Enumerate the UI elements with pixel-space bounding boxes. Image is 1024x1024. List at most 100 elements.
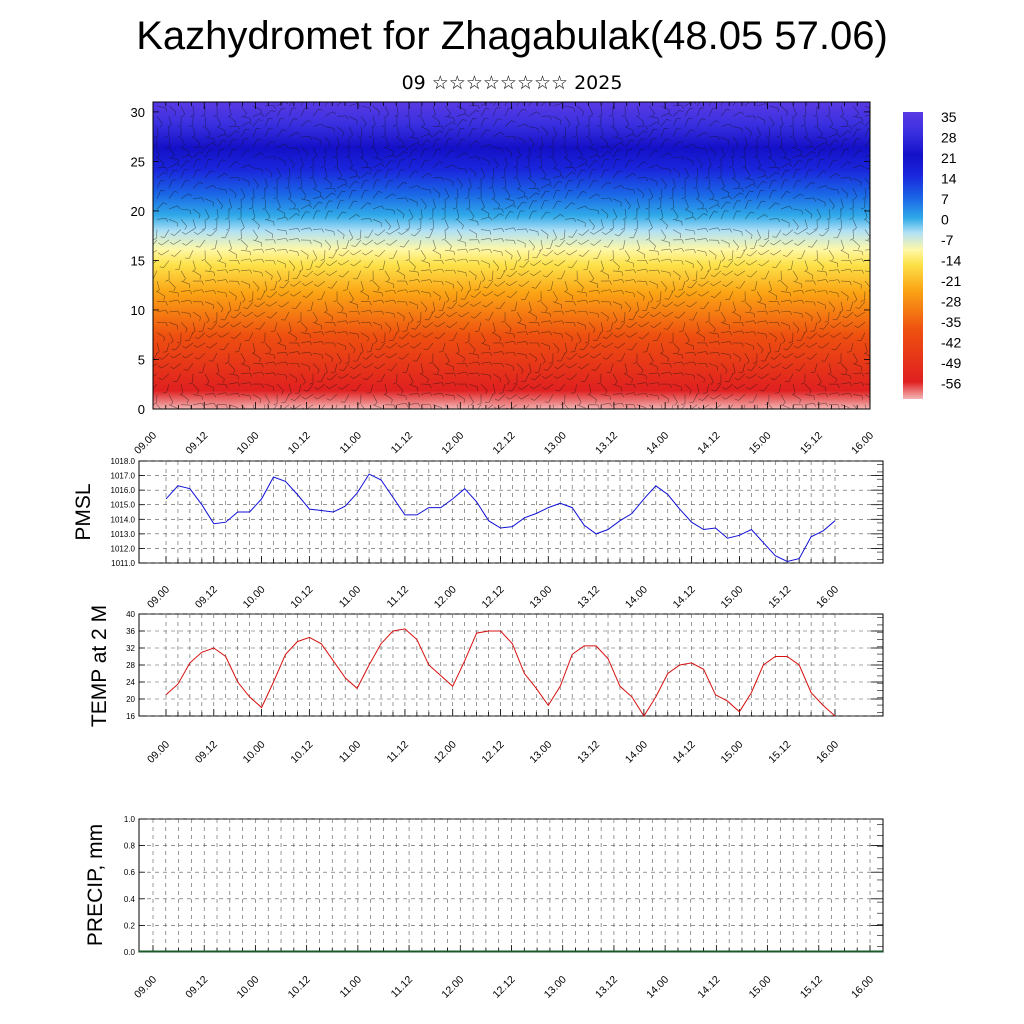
pmsl-x-tick-label: 10.12 xyxy=(288,584,315,611)
warm-surface-area xyxy=(368,316,455,409)
pmsl-x-tick-label: 09.12 xyxy=(193,584,220,611)
pmsl-y-tick-label: 1014.0 xyxy=(111,515,136,524)
heatmap-x-tick-label: 14.12 xyxy=(695,430,722,457)
colorbar-label: -14 xyxy=(941,253,961,269)
precip-x-tick-label: 10.12 xyxy=(286,974,313,1001)
colorbar-label: -49 xyxy=(941,355,961,371)
heatmap-x-tick-label: 13.12 xyxy=(593,430,620,457)
precip-x-tick-label: 13.00 xyxy=(542,974,569,1001)
pmsl-x-tick-label: 15.12 xyxy=(766,584,793,611)
colorbar-label: 21 xyxy=(941,150,957,166)
pmsl-x-tick-label: 15.00 xyxy=(718,584,745,611)
heatmap-y-tick-label: 15 xyxy=(131,253,145,268)
temp-x-tick-label: 16.00 xyxy=(814,739,841,766)
precip-x-tick-label: 12.00 xyxy=(439,974,466,1001)
precip-y-tick-label: 0.0 xyxy=(124,948,136,957)
pmsl-x-tick-label: 12.00 xyxy=(432,584,459,611)
pmsl-series-line xyxy=(165,473,836,563)
temp-y-tick-label: 40 xyxy=(126,610,135,619)
precip-x-tick-label: 15.00 xyxy=(747,974,774,1001)
precip-x-tick-label: 11.12 xyxy=(389,974,416,1001)
precip-x-tick-label: 11.00 xyxy=(337,974,364,1001)
temp-x-tick-label: 15.00 xyxy=(718,739,745,766)
heatmap-x-tick-label: 10.12 xyxy=(286,430,313,457)
precip-y-axis-label: PRECIP, mm xyxy=(84,824,107,946)
pmsl-y-tick-label: 1017.0 xyxy=(111,472,136,481)
page-title: Kazhydromet for Zhagabulak(48.05 57.06) xyxy=(136,14,888,58)
pmsl-x-tick-label: 12.12 xyxy=(480,584,507,611)
colorbar-label: -35 xyxy=(941,314,961,330)
temp-x-tick-label: 13.12 xyxy=(575,739,602,766)
temp-series-line xyxy=(165,628,836,717)
precip-x-tick-label: 15.12 xyxy=(798,974,825,1001)
precip-y-tick-label: 1.0 xyxy=(124,815,136,824)
colorbar-label: 28 xyxy=(941,130,957,146)
temp-y-tick-label: 36 xyxy=(126,627,135,636)
heatmap-x-tick-label: 15.12 xyxy=(798,430,825,457)
pmsl-x-tick-label: 09.00 xyxy=(145,584,172,611)
pmsl-x-tick-label: 11.00 xyxy=(337,584,364,611)
temp-x-tick-label: 13.00 xyxy=(527,739,554,766)
pmsl-y-tick-label: 1018.0 xyxy=(111,457,136,466)
warm-surface-area xyxy=(181,341,268,409)
pmsl-y-tick-label: 1016.0 xyxy=(111,486,136,495)
precip-y-tick-label: 0.4 xyxy=(124,895,136,904)
temp-grid xyxy=(139,613,883,717)
pmsl-y-tick-label: 1011.0 xyxy=(111,559,135,568)
pmsl-frame xyxy=(138,460,884,564)
precip-x-tick-label: 09.12 xyxy=(183,974,210,1001)
temp-x-tick-label: 11.12 xyxy=(385,739,412,766)
colorbar-label: 35 xyxy=(941,109,957,125)
heatmap-y-tick-label: 5 xyxy=(138,352,145,367)
temp-x-tick-label: 10.12 xyxy=(288,739,315,766)
precip-x-tick-label: 14.12 xyxy=(695,974,722,1001)
heatmap-y-tick-label: 25 xyxy=(131,154,145,169)
colorbar-label: -7 xyxy=(941,232,954,248)
colorbar-label: -56 xyxy=(941,376,961,392)
precip-x-tick-label: 14.00 xyxy=(644,974,671,1001)
temp-y-tick-label: 32 xyxy=(126,644,135,653)
precip-x-tick-label: 12.12 xyxy=(491,974,518,1001)
pmsl-x-tick-label: 13.00 xyxy=(527,584,554,611)
pmsl-grid xyxy=(139,460,883,564)
heatmap-y-tick-label: 20 xyxy=(131,204,145,219)
heatmap-x-tick-label: 11.00 xyxy=(337,430,364,457)
pmsl-y-tick-label: 1013.0 xyxy=(111,530,136,539)
heatmap-x-tick-label: 14.00 xyxy=(644,430,671,457)
pmsl-x-tick-label: 13.12 xyxy=(575,584,602,611)
temp-x-tick-label: 12.00 xyxy=(432,739,459,766)
heatmap-x-tick-label: 12.00 xyxy=(439,430,466,457)
temp-x-tick-label: 11.00 xyxy=(337,739,364,766)
precip-x-tick-label: 13.12 xyxy=(593,974,620,1001)
precip-y-tick-label: 0.8 xyxy=(124,842,136,851)
precip-y-tick-label: 0.6 xyxy=(124,868,136,877)
pmsl-y-tick-label: 1015.0 xyxy=(111,501,136,510)
temp-y-tick-label: 20 xyxy=(126,695,135,704)
colorbar xyxy=(903,112,923,399)
temp-x-tick-label: 12.12 xyxy=(480,739,507,766)
warm-surface-area xyxy=(705,353,792,409)
precip-x-tick-label: 09.00 xyxy=(132,974,159,1001)
heatmap-y-tick-label: 30 xyxy=(131,105,145,120)
temp-x-tick-label: 14.12 xyxy=(671,739,698,766)
temp-y-axis-label: TEMP at 2 M xyxy=(88,605,111,727)
temp-x-tick-label: 15.12 xyxy=(766,739,793,766)
warm-surface-area xyxy=(468,329,555,409)
heatmap-x-tick-label: 15.00 xyxy=(747,430,774,457)
temp-y-tick-label: 24 xyxy=(126,678,135,687)
heatmap-x-tick-label: 11.12 xyxy=(389,430,416,457)
colorbar-label: -21 xyxy=(941,273,961,289)
heatmap-y-tick-label: 0 xyxy=(138,402,145,417)
colorbar-label: -28 xyxy=(941,294,961,310)
precip-frame xyxy=(138,818,884,953)
precip-x-tick-label: 16.00 xyxy=(849,974,876,1001)
temp-y-tick-label: 28 xyxy=(126,661,135,670)
pmsl-x-tick-label: 10.00 xyxy=(241,584,268,611)
colorbar-label: -42 xyxy=(941,335,961,351)
colorbar-label: 7 xyxy=(941,191,949,207)
colorbar-label: 14 xyxy=(941,171,957,187)
precip-y-tick-label: 0.2 xyxy=(124,921,136,930)
temp-x-tick-label: 10.00 xyxy=(241,739,268,766)
heatmap-x-tick-label: 12.12 xyxy=(491,430,518,457)
pmsl-x-tick-label: 16.00 xyxy=(814,584,841,611)
